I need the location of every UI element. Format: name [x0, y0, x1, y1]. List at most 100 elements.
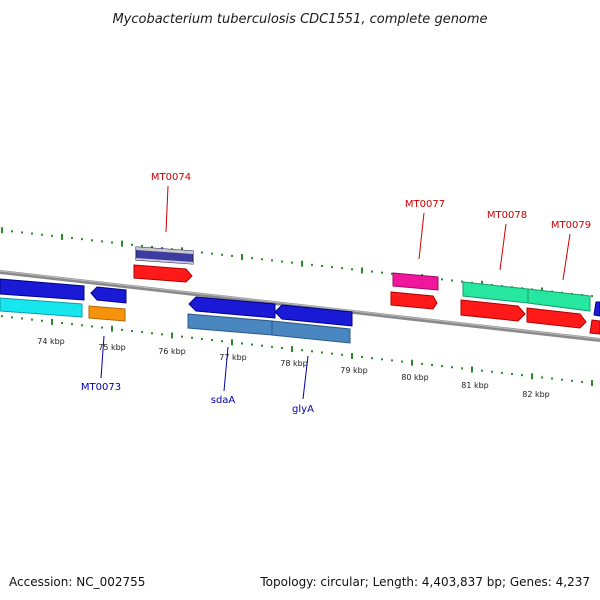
minor-tick: [461, 367, 463, 370]
gene-feature-bar[interactable]: [88, 305, 126, 322]
major-tick: [241, 254, 243, 261]
minor-tick: [421, 362, 423, 365]
minor-tick: [181, 335, 183, 338]
gene-feature-cds[interactable]: [526, 307, 587, 329]
major-tick: [61, 233, 63, 240]
major-tick: [411, 359, 413, 366]
gene-label-mt0074[interactable]: MT0074: [151, 172, 191, 183]
kbp-label: 81 kbp: [461, 381, 489, 390]
gene-feature-cds[interactable]: [460, 299, 526, 322]
minor-tick: [271, 345, 273, 348]
minor-tick: [21, 317, 23, 320]
gene-feature-bar[interactable]: [527, 288, 591, 312]
minor-tick: [321, 351, 323, 354]
major-tick: [531, 373, 533, 380]
minor-tick: [551, 377, 553, 380]
minor-tick: [511, 373, 513, 376]
minor-tick: [141, 331, 143, 334]
major-tick: [471, 366, 473, 373]
major-tick: [121, 240, 123, 247]
forward-gene-labels: MT0074 MT0077 MT0078 MT0079: [151, 172, 591, 281]
major-tick: [51, 318, 53, 325]
gene-label-mt0078[interactable]: MT0078: [487, 210, 527, 221]
minor-tick: [311, 350, 313, 353]
kbp-label: 82 kbp: [522, 390, 550, 399]
gene-feature-cds[interactable]: [593, 301, 600, 317]
minor-tick: [321, 264, 323, 267]
major-tick: [171, 332, 173, 339]
gene-feature-cds[interactable]: [0, 278, 85, 301]
gene-feature-cds[interactable]: [133, 264, 193, 283]
gene-feature-cds[interactable]: [90, 286, 127, 304]
minor-tick: [391, 272, 393, 275]
gene-feature-bar[interactable]: [0, 297, 83, 318]
minor-tick: [341, 267, 343, 270]
gene-label-glya[interactable]: glyA: [292, 404, 314, 415]
gene-feature-cds[interactable]: [390, 291, 438, 310]
minor-tick: [541, 376, 543, 379]
gene-feature-bar[interactable]: [271, 320, 351, 344]
minor-tick: [571, 379, 573, 382]
minor-tick: [401, 360, 403, 363]
major-tick: [301, 260, 303, 267]
minor-tick: [161, 247, 163, 250]
major-tick: [231, 339, 233, 346]
kbp-label: 76 kbp: [158, 347, 186, 356]
kbp-label: 80 kbp: [401, 373, 429, 382]
gene-feature-stripe: [136, 247, 193, 254]
minor-tick: [481, 369, 483, 372]
minor-tick: [61, 322, 63, 325]
gene-label-mt0077[interactable]: MT0077: [405, 199, 445, 210]
minor-tick: [261, 344, 263, 347]
minor-tick: [311, 263, 313, 266]
minor-tick: [91, 239, 93, 242]
minor-tick: [1, 315, 3, 318]
kbp-label: 74 kbp: [37, 337, 65, 346]
gene-feature-bar[interactable]: [187, 313, 273, 336]
gene-feature-bar[interactable]: [392, 272, 439, 291]
gene-feature-cds[interactable]: [274, 304, 353, 327]
minor-tick: [161, 333, 163, 336]
minor-tick: [371, 357, 373, 360]
minor-tick: [441, 365, 443, 368]
minor-tick: [191, 336, 193, 339]
minor-tick: [11, 316, 13, 319]
minor-tick: [451, 279, 453, 282]
gene-label-mt0079[interactable]: MT0079: [551, 220, 591, 231]
minor-tick: [31, 318, 33, 321]
gene-feature-cds[interactable]: [589, 319, 600, 335]
minor-tick: [251, 343, 253, 346]
kbp-label: 78 kbp: [280, 359, 308, 368]
minor-tick: [261, 258, 263, 261]
minor-tick: [231, 254, 233, 257]
minor-tick: [291, 261, 293, 264]
minor-tick: [431, 363, 433, 366]
gene-label-mt0073[interactable]: MT0073: [81, 382, 121, 393]
minor-tick: [21, 231, 23, 234]
minor-tick: [151, 332, 153, 335]
minor-tick: [331, 352, 333, 355]
gene-feature-bar[interactable]: [462, 281, 529, 304]
kbp-label: 79 kbp: [340, 366, 368, 375]
minor-tick: [251, 257, 253, 260]
minor-tick: [131, 329, 133, 332]
major-tick: [351, 352, 353, 359]
minor-tick: [141, 244, 143, 247]
minor-tick: [581, 380, 583, 383]
genome-backbone-highlight: [0, 270, 600, 340]
gene-label-sdaa[interactable]: sdaA: [211, 395, 236, 406]
genome-stats-text: Topology: circular; Length: 4,403,837 bp…: [259, 575, 590, 589]
minor-tick: [241, 342, 243, 345]
minor-tick: [71, 323, 73, 326]
minor-tick: [41, 319, 43, 322]
gene-feature-stripe: [136, 258, 193, 264]
gene-feature-cds[interactable]: [188, 296, 276, 319]
minor-tick: [501, 371, 503, 374]
kbp-label: 75 kbp: [98, 343, 126, 352]
minor-tick: [201, 251, 203, 254]
minor-tick: [51, 234, 53, 237]
minor-tick: [491, 370, 493, 373]
minor-tick: [331, 266, 333, 269]
minor-tick: [211, 339, 213, 342]
minor-tick: [381, 358, 383, 361]
